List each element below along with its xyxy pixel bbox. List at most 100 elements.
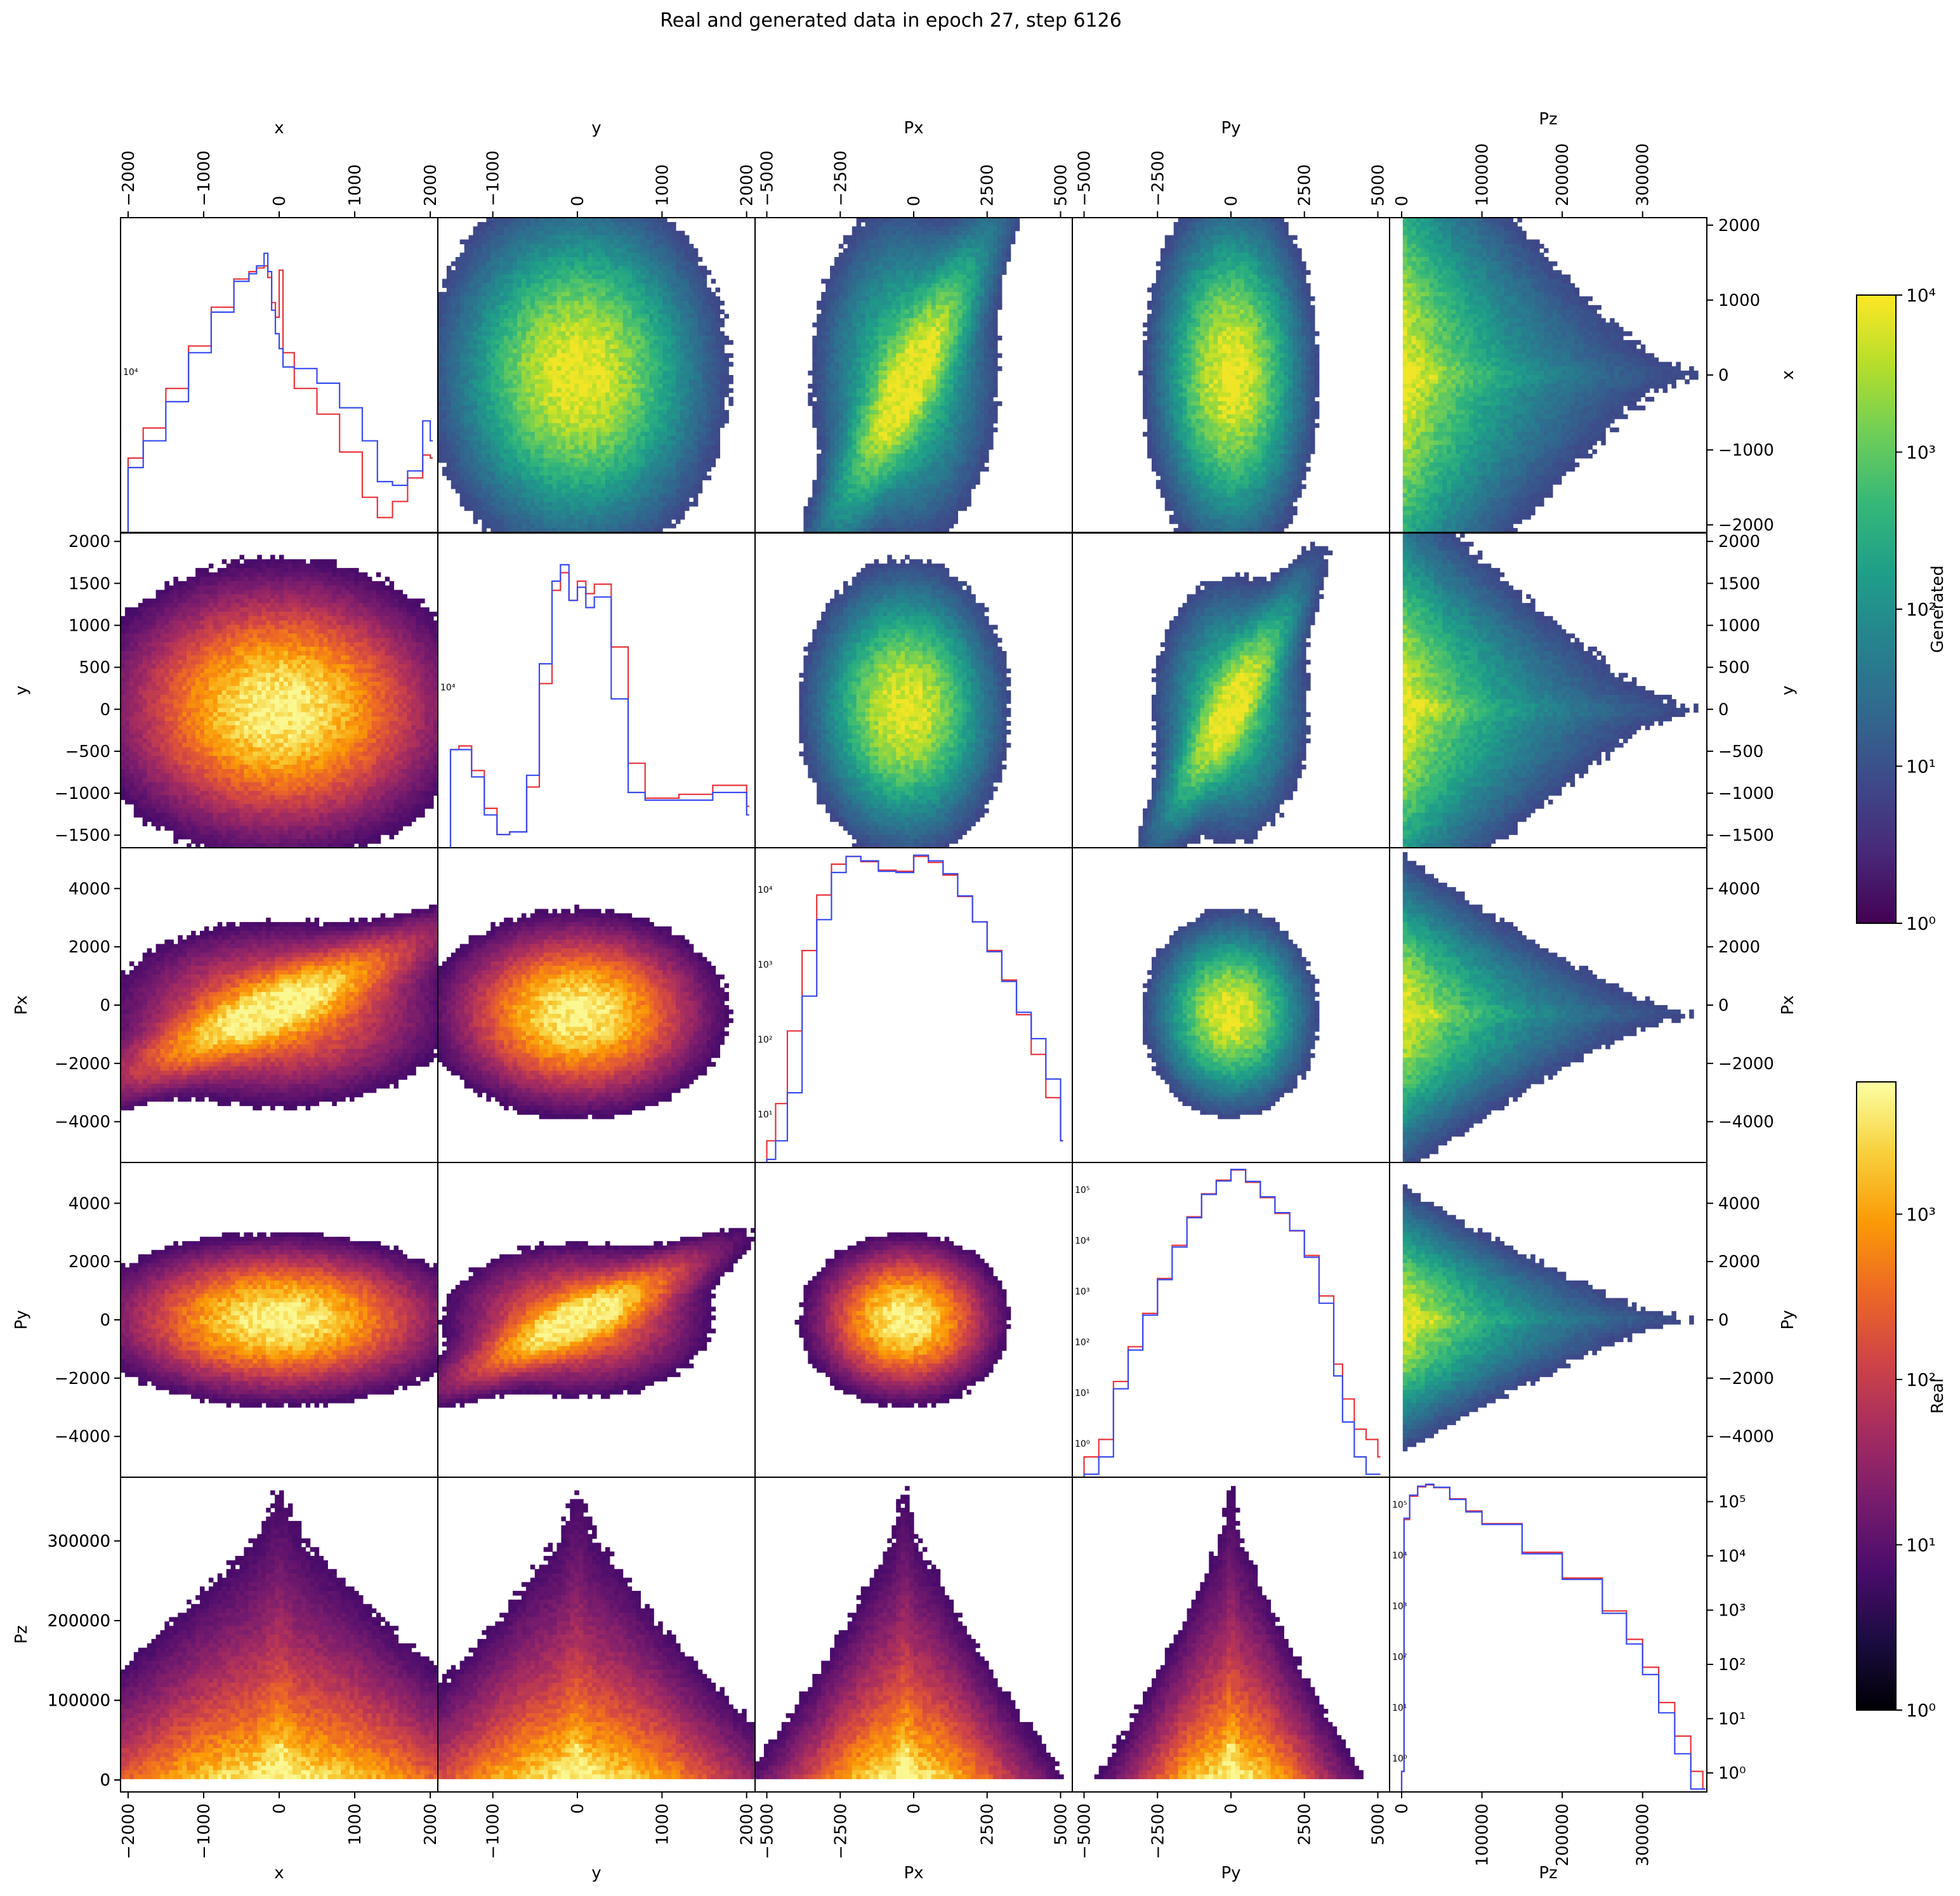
diag-tick-label: 10³: [1075, 1287, 1089, 1297]
top-tick-label: 0: [1393, 195, 1412, 206]
colorbar-tick-label: 10¹: [1906, 1534, 1936, 1555]
colorbar-real-bar: [1856, 1081, 1897, 1711]
panel-y-vs-Pz: [1389, 532, 1707, 848]
right-tick-label: −4000: [1718, 1113, 1774, 1132]
left-tick-label: 200000: [48, 1612, 110, 1631]
right-tick-label: 0: [1718, 366, 1729, 385]
top-tick-label: 5000: [1051, 164, 1070, 206]
top-tick-label: 300000: [1634, 143, 1653, 206]
bottom-tick-label: 200000: [1553, 1803, 1572, 1866]
panel-grid: 10⁴10⁴10¹10²10³10⁴10⁰10¹10²10³10⁴10⁵10⁰1…: [120, 217, 1707, 1793]
left-axis-label-Pz: Pz: [12, 1625, 31, 1643]
panel-Px-vs-Pz: [1389, 847, 1707, 1163]
colorbar-tick-label: 10⁰: [1906, 913, 1936, 934]
left-tick-label: −2000: [55, 1369, 110, 1388]
diag-tick-label: 10³: [1392, 1602, 1407, 1612]
bottom-tick-label: −1000: [195, 1803, 214, 1859]
bottom-tick-label: 0: [569, 1803, 588, 1814]
right-tick-label: 0: [1718, 996, 1729, 1015]
diag-tick-label: 10¹: [1392, 1703, 1407, 1713]
real-heatmap-Pz-y: [438, 1490, 755, 1779]
right-tick-label: −1500: [1718, 826, 1774, 845]
diag-tick-label: 10⁴: [440, 683, 456, 693]
top-tick-label: −2500: [1148, 150, 1167, 206]
generated-heatmap-Py-Pz: [1402, 1184, 1694, 1452]
left-tick-label: 0: [100, 1771, 110, 1790]
right-tick-label: −2000: [1718, 1369, 1774, 1388]
top-tick-label: −2000: [119, 150, 138, 206]
panel-frame: [1389, 1477, 1707, 1793]
left-axis-label-y: y: [12, 685, 31, 695]
left-axis-label-Py: Py: [12, 1310, 31, 1329]
histogram-x: [127, 253, 433, 532]
colorbar-real: 10⁰ 10¹ 10² 10³ Real: [1856, 1081, 1947, 1721]
right-tick-label: 2000: [1718, 216, 1760, 235]
right-tick-label: 4000: [1718, 879, 1760, 899]
left-tick-label: 300000: [48, 1532, 110, 1551]
top-axis-label-x: x: [274, 119, 284, 138]
panel-frame: [1072, 1162, 1390, 1478]
left-tick-label: 4000: [69, 879, 110, 899]
diag-tick-label: 10⁴: [758, 885, 773, 895]
colorbar-tick-label: 10²: [1906, 1369, 1936, 1390]
top-tick-label: −5000: [758, 150, 777, 206]
right-axis-label-y: y: [1779, 685, 1798, 695]
colorbar-tick-label: 10³: [1906, 442, 1936, 463]
figure-title: Real and generated data in epoch 27, ste…: [660, 10, 1122, 32]
left-tick-label: −2000: [55, 1055, 110, 1074]
panel-Pz-vs-y: [437, 1477, 756, 1793]
colorbar-tick-label: 10³: [1906, 1204, 1936, 1225]
left-tick-label: 0: [100, 996, 110, 1015]
right-tick-label: 10²: [1718, 1656, 1746, 1675]
left-tick-label: −4000: [55, 1113, 110, 1132]
panel-Pz-vs-Py: [1072, 1477, 1390, 1793]
bottom-tick-label: 1000: [653, 1803, 672, 1845]
panel-Py-vs-y: [437, 1162, 756, 1478]
real-heatmap-Pz-x: [121, 1490, 438, 1779]
bottom-tick-label: 0: [1393, 1803, 1412, 1814]
right-tick-label: 1000: [1718, 291, 1760, 310]
top-tick-label: 0: [905, 195, 924, 206]
diag-tick-label: 10¹: [1075, 1388, 1089, 1399]
generated-heatmap-x-Py: [1138, 218, 1320, 532]
top-tick-label: −5000: [1075, 150, 1095, 206]
real-heatmap-Py-Px: [794, 1232, 1011, 1408]
panel-x-vs-Py: [1072, 217, 1390, 533]
real-heatmap-Py-x: [121, 1232, 438, 1408]
panel-frame: [120, 217, 438, 533]
histogram-Pz: [1400, 1484, 1706, 1792]
top-tick-label: 0: [270, 195, 289, 206]
colorbar-tick-label: 10²: [1906, 599, 1936, 620]
panel-x-vs-x: 10⁴: [120, 217, 438, 533]
bottom-axis-label-Px: Px: [904, 1864, 923, 1883]
left-tick-label: 1500: [69, 574, 110, 593]
histogram-line-generated-Py: [1083, 1168, 1381, 1477]
bottom-axis-label-y: y: [591, 1864, 601, 1883]
panel-y-vs-Py: [1072, 532, 1390, 848]
top-axis-label-Px: Px: [904, 119, 923, 138]
histogram-line-real-y: [449, 572, 749, 848]
right-axis-label-x: x: [1779, 370, 1798, 379]
right-tick-label: 10³: [1718, 1602, 1746, 1621]
histogram-line-generated-Pz: [1400, 1484, 1706, 1792]
generated-heatmap-Px-Py: [1143, 909, 1320, 1119]
real-heatmap-Py-y: [438, 1228, 755, 1408]
right-tick-label: 500: [1718, 659, 1750, 678]
right-tick-label: 2000: [1718, 1253, 1760, 1272]
generated-heatmap-y-Px: [799, 555, 1011, 848]
diag-tick-label: 10⁵: [1392, 1500, 1407, 1510]
panel-Pz-vs-x: [120, 1477, 438, 1793]
colorbar-tick-label: 10⁰: [1906, 1700, 1936, 1721]
bottom-tick-label: 0: [270, 1803, 289, 1814]
bottom-tick-label: 5000: [1369, 1803, 1388, 1845]
real-heatmap-Px-y: [438, 904, 733, 1119]
bottom-tick-label: −1000: [484, 1803, 503, 1859]
histogram-line-real-Py: [1083, 1169, 1381, 1477]
bottom-tick-label: −5000: [1075, 1803, 1095, 1859]
top-tick-label: 2000: [738, 164, 757, 206]
histogram-line-real-Px: [766, 855, 1063, 1162]
right-axis-label-Px: Px: [1779, 995, 1798, 1015]
right-tick-label: 4000: [1718, 1194, 1760, 1213]
histogram-line-generated-y: [449, 563, 749, 848]
